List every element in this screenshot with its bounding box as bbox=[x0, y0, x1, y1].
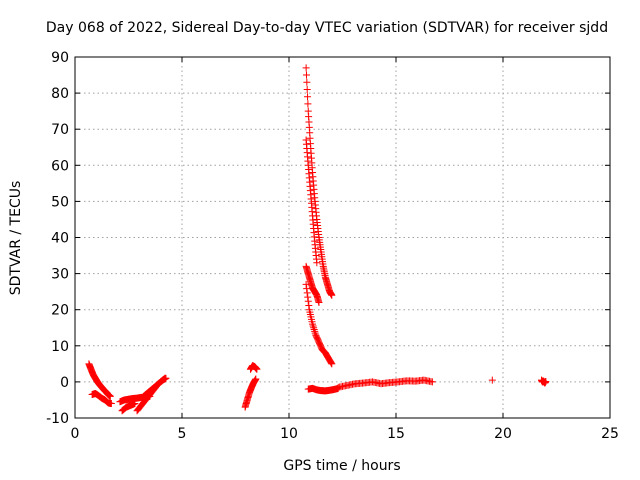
data-point-marker bbox=[252, 375, 260, 383]
series-segment-12 bbox=[302, 280, 336, 368]
x-tick-label: 15 bbox=[387, 426, 405, 442]
data-point-marker bbox=[310, 324, 318, 332]
data-point-marker bbox=[107, 400, 115, 408]
data-point-marker bbox=[303, 85, 311, 93]
data-point-marker bbox=[161, 374, 169, 382]
y-tick-label: 20 bbox=[51, 303, 69, 319]
data-point-marker bbox=[302, 280, 310, 288]
y-tick-label: 90 bbox=[51, 50, 69, 66]
y-tick-label: 40 bbox=[51, 231, 69, 247]
gridlines bbox=[75, 57, 610, 418]
x-tick-label: 0 bbox=[71, 426, 80, 442]
series-segment-9 bbox=[302, 64, 336, 299]
data-point-marker bbox=[309, 320, 317, 328]
data-point-marker bbox=[328, 291, 336, 299]
x-axis-label: GPS time / hours bbox=[283, 458, 400, 474]
y-tick-label: 70 bbox=[51, 122, 69, 138]
data-point-marker bbox=[311, 329, 319, 337]
series-segment-7 bbox=[241, 375, 260, 411]
data-point-marker bbox=[304, 100, 312, 108]
y-tick-label: 10 bbox=[51, 339, 69, 355]
data-point-marker bbox=[542, 378, 550, 386]
data-point-marker bbox=[302, 71, 310, 79]
y-tick-label: -10 bbox=[46, 411, 69, 427]
data-point-marker bbox=[304, 293, 312, 301]
data-series bbox=[85, 64, 550, 415]
series-segment-14 bbox=[334, 376, 436, 391]
series-segment-10 bbox=[302, 136, 321, 267]
x-tick-label: 10 bbox=[280, 426, 298, 442]
y-axis-label: SDTVAR / TECUs bbox=[8, 181, 24, 296]
series-segment-15 bbox=[488, 376, 496, 384]
y-tick-label: 30 bbox=[51, 267, 69, 283]
y-tick-label: 50 bbox=[51, 194, 69, 210]
data-point-marker bbox=[488, 376, 496, 384]
series-segment-8 bbox=[246, 362, 261, 373]
series-segment-4 bbox=[118, 400, 139, 415]
data-point-marker bbox=[315, 298, 323, 306]
chart-title: Day 068 of 2022, Sidereal Day-to-day VTE… bbox=[46, 20, 608, 36]
data-point-marker bbox=[106, 392, 114, 400]
data-point-marker bbox=[303, 289, 311, 297]
series-segment-6 bbox=[139, 374, 169, 400]
data-point-marker bbox=[303, 78, 311, 86]
data-point-marker bbox=[303, 285, 311, 293]
x-tick-label: 20 bbox=[494, 426, 512, 442]
series-segment-11 bbox=[302, 262, 323, 306]
data-point-marker bbox=[428, 378, 436, 386]
y-tick-label: 60 bbox=[51, 158, 69, 174]
data-point-marker bbox=[160, 375, 168, 383]
data-point-marker bbox=[159, 375, 167, 383]
data-point-marker bbox=[311, 327, 319, 335]
data-point-marker bbox=[313, 259, 321, 267]
data-point-marker bbox=[305, 301, 313, 309]
series-segment-16 bbox=[538, 376, 550, 387]
data-point-marker bbox=[309, 322, 317, 330]
data-point-marker bbox=[304, 297, 312, 305]
data-point-marker bbox=[327, 358, 335, 366]
data-point-marker bbox=[131, 400, 139, 408]
y-tick-label: 80 bbox=[51, 86, 69, 102]
data-point-marker bbox=[327, 359, 335, 367]
series-segment-13 bbox=[304, 384, 342, 395]
x-tick-label: 25 bbox=[601, 426, 619, 442]
data-point-marker bbox=[253, 365, 261, 373]
series-segment-2 bbox=[88, 389, 115, 408]
data-point-marker bbox=[310, 326, 318, 334]
data-point-marker bbox=[302, 64, 310, 72]
data-point-marker bbox=[304, 93, 312, 101]
x-tick-label: 5 bbox=[178, 426, 187, 442]
series-segment-1 bbox=[85, 360, 114, 400]
y-tick-label: 0 bbox=[60, 375, 69, 391]
data-point-marker bbox=[328, 360, 336, 368]
